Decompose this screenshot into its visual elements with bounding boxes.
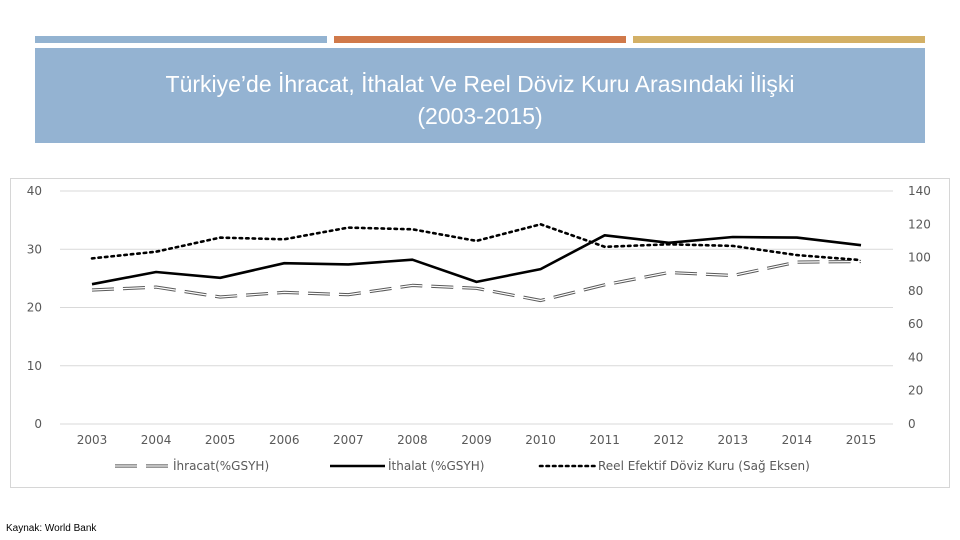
y-right-tick-label: 60 (908, 317, 923, 331)
y-left-tick-label: 30 (27, 242, 42, 256)
x-tick-label: 2010 (525, 433, 556, 447)
legend-label-0: İhracat(%GSYH) (173, 458, 269, 473)
x-tick-label: 2008 (397, 433, 428, 447)
y-right-tick-label: 80 (908, 284, 923, 298)
accent-bar-blue (35, 36, 327, 43)
accent-bar-orange (334, 36, 626, 43)
x-tick-label: 2013 (718, 433, 749, 447)
series-line-0-inner (91, 260, 862, 302)
source-note: Kaynak: World Bank (6, 523, 97, 534)
x-tick-label: 2011 (589, 433, 620, 447)
title-line-2: (2003-2015) (417, 103, 543, 129)
legend-label-1: İthalat (%GSYH) (388, 458, 484, 473)
y-right-tick-label: 20 (908, 384, 923, 398)
title-line-1: Türkiye’de İhracat, İthalat Ve Reel Dövi… (165, 71, 795, 97)
accent-bar-gold (633, 36, 925, 43)
x-tick-label: 2004 (141, 433, 172, 447)
x-tick-label: 2014 (782, 433, 813, 447)
x-tick-label: 2006 (269, 433, 300, 447)
y-right-tick-label: 40 (908, 350, 923, 364)
y-left-tick-label: 0 (34, 417, 42, 431)
legend-label-2: Reel Efektif Döviz Kuru (Sağ Eksen) (598, 459, 810, 473)
x-tick-label: 2007 (333, 433, 364, 447)
y-right-tick-label: 0 (908, 417, 916, 431)
x-tick-label: 2015 (846, 433, 877, 447)
x-tick-label: 2005 (205, 433, 236, 447)
series-line-1 (91, 234, 862, 286)
y-left-tick-label: 40 (27, 184, 42, 198)
x-tick-label: 2012 (653, 433, 684, 447)
series-line-2 (90, 223, 863, 262)
y-right-tick-label: 120 (908, 217, 931, 231)
chart-frame (10, 178, 950, 488)
y-right-tick-label: 100 (908, 251, 931, 265)
y-left-tick-label: 10 (27, 359, 42, 373)
slide-title: Türkiye’de İhracat, İthalat Ve Reel Dövi… (35, 48, 925, 143)
x-tick-label: 2009 (461, 433, 492, 447)
y-right-tick-label: 140 (908, 184, 931, 198)
y-left-tick-label: 20 (27, 301, 42, 315)
x-tick-label: 2003 (77, 433, 108, 447)
